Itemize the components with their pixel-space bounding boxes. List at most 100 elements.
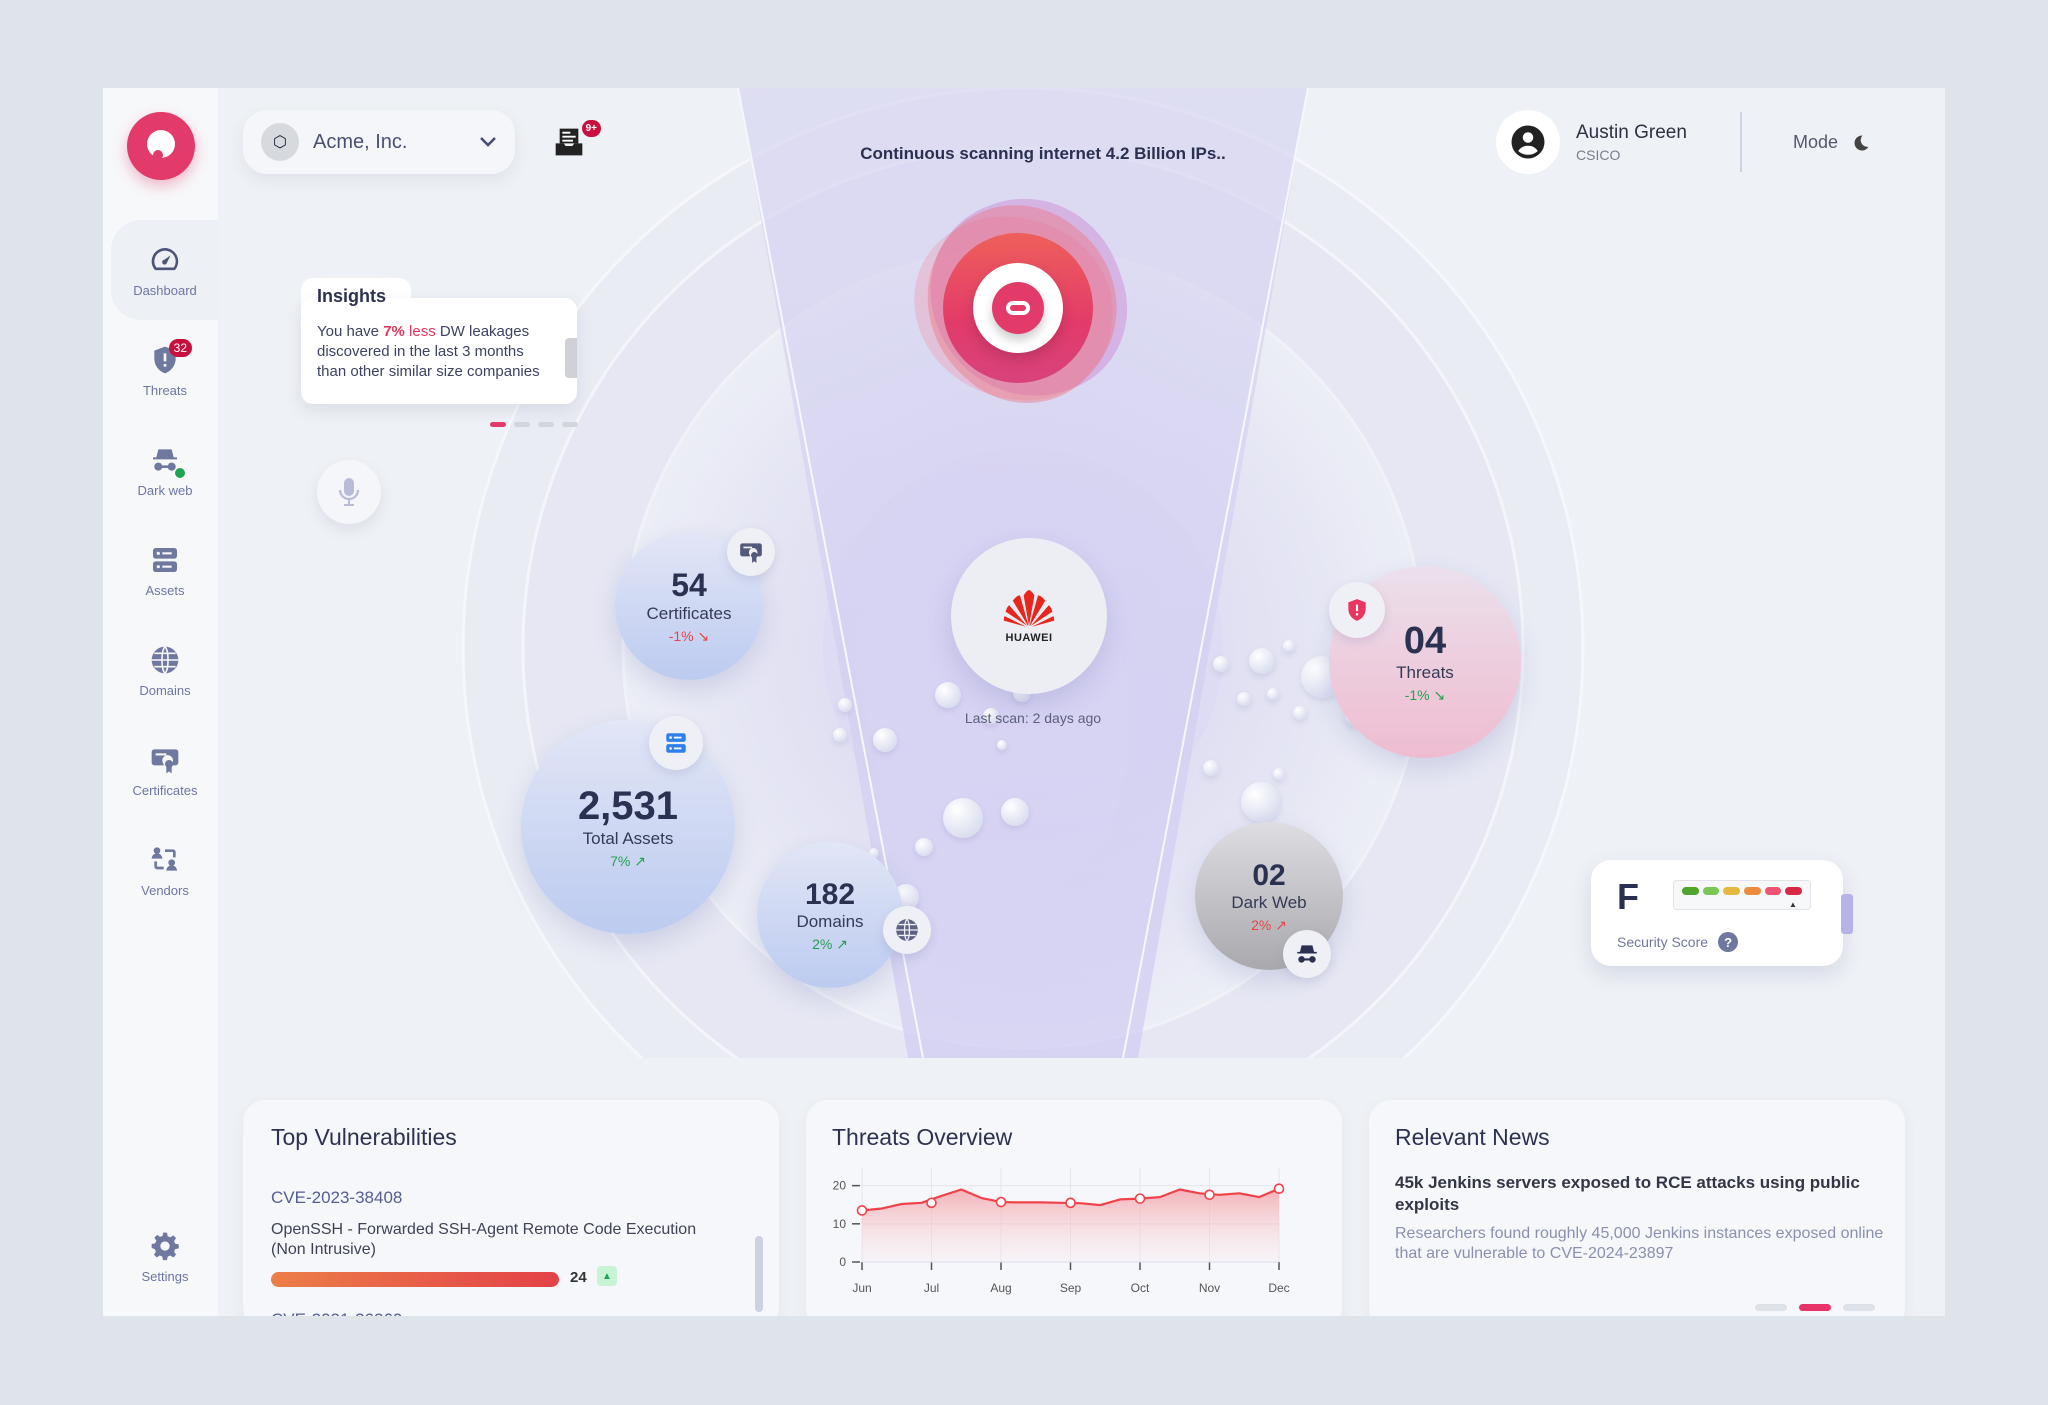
page-dot[interactable] xyxy=(1799,1304,1831,1311)
theme-mode-toggle[interactable]: Mode xyxy=(1793,132,1870,153)
shield-alert-icon: 32 xyxy=(148,338,192,377)
sidebar-item-label: Dashboard xyxy=(133,282,197,298)
scrollbar[interactable] xyxy=(755,1236,763,1312)
panel-title: Relevant News xyxy=(1395,1124,1550,1150)
metric-label: Dark Web xyxy=(1231,892,1307,912)
trend-up-icon: ↗ xyxy=(1275,916,1287,933)
scan-orb[interactable] xyxy=(886,168,1156,438)
security-score-card[interactable]: F ▲ Security Score ? xyxy=(1591,860,1853,966)
chevron-down-icon xyxy=(479,132,497,153)
inbox-icon xyxy=(555,128,583,156)
svg-text:Aug: Aug xyxy=(990,1281,1011,1295)
decor-dot xyxy=(1237,692,1251,706)
metric-dark-web[interactable]: 02 Dark Web 2% ↗ xyxy=(1195,822,1343,978)
metric-certificates[interactable]: 54 Certificates -1% ↘ xyxy=(615,528,775,680)
sidebar: Dashboard 32 Threats Dark web Assets xyxy=(103,88,219,1316)
sidebar-item-domains[interactable]: Domains xyxy=(111,620,219,720)
metric-domains[interactable]: 182 Domains 2% ↗ xyxy=(757,842,931,988)
sidebar-item-assets[interactable]: Assets xyxy=(111,520,219,620)
insights-text: You have 7% less DW leakages discovered … xyxy=(317,323,540,380)
online-status-dot xyxy=(174,466,186,479)
metric-label: Domains xyxy=(796,911,864,931)
organization-select[interactable]: ⬡ Acme, Inc. xyxy=(243,110,515,174)
panel-title: Threats Overview xyxy=(832,1124,1013,1150)
trend-down-icon: ↘ xyxy=(1433,687,1446,703)
page-dot[interactable] xyxy=(538,422,554,427)
huawei-logo-icon xyxy=(1003,590,1055,627)
vulnerability-id-link[interactable]: CVE-2021-36260 xyxy=(271,1310,402,1316)
app-logo[interactable] xyxy=(127,112,195,180)
globe-icon xyxy=(883,906,931,954)
certificate-icon xyxy=(148,743,182,777)
trend-up-icon: ▲ xyxy=(597,1266,617,1286)
metric-change: 2% ↗ xyxy=(812,935,848,952)
metric-value: 54 xyxy=(671,567,707,603)
avatar xyxy=(1496,110,1560,174)
decor-dot xyxy=(833,728,847,742)
voice-input-button[interactable] xyxy=(317,460,381,524)
decor-dot xyxy=(997,740,1007,750)
decor-dot xyxy=(1213,656,1229,672)
svg-text:Nov: Nov xyxy=(1199,1281,1220,1295)
metric-label: Certificates xyxy=(646,604,732,623)
user-profile[interactable]: Austin Green CSICO xyxy=(1496,110,1687,174)
server-icon xyxy=(649,716,703,770)
decor-dot xyxy=(1001,798,1029,826)
news-headline-link[interactable]: 45k Jenkins servers exposed to RCE attac… xyxy=(1395,1173,1860,1214)
metric-change: -1% ↘ xyxy=(668,628,710,644)
sidebar-item-dark-web[interactable]: Dark web xyxy=(111,420,219,520)
sidebar-item-label: Vendors xyxy=(141,882,189,898)
sidebar-item-label: Settings xyxy=(141,1268,189,1284)
help-icon[interactable]: ? xyxy=(1718,932,1739,952)
microphone-icon xyxy=(338,478,360,506)
decor-dot xyxy=(873,728,897,752)
trend-down-icon: ↘ xyxy=(697,628,710,644)
orb-logo-icon xyxy=(992,282,1044,334)
decor-dot xyxy=(1293,706,1307,720)
svg-text:Oct: Oct xyxy=(1131,1281,1150,1295)
organization-name: Acme, Inc. xyxy=(313,130,408,153)
gauge-icon xyxy=(148,243,182,277)
metric-total-assets[interactable]: 2,531 Total Assets 7% ↗ xyxy=(521,716,735,934)
metric-change: 2% ↗ xyxy=(1251,916,1287,933)
sidebar-item-vendors[interactable]: Vendors xyxy=(111,820,219,920)
insights-title: Insights xyxy=(317,286,387,306)
sidebar-item-threats[interactable]: 32 Threats xyxy=(111,320,219,420)
user-role: CSICO xyxy=(1576,146,1621,163)
sidebar-item-label: Threats xyxy=(142,382,188,398)
score-card-handle[interactable] xyxy=(1841,894,1853,934)
score-indicator-icon: ▲ xyxy=(1789,900,1797,909)
sidebar-item-label: Dark web xyxy=(137,482,193,498)
sidebar-item-settings[interactable]: Settings xyxy=(111,1206,219,1306)
metric-value: 02 xyxy=(1252,858,1286,892)
page-dot[interactable] xyxy=(514,422,530,427)
page-dot[interactable] xyxy=(490,422,506,427)
svg-text:10: 10 xyxy=(833,1217,847,1231)
svg-text:Jun: Jun xyxy=(852,1281,871,1295)
mode-label: Mode xyxy=(1793,132,1839,152)
insights-card[interactable]: Insights You have 7% less DW leakages di… xyxy=(301,278,577,404)
metric-threats[interactable]: 04 Threats -1% ↘ xyxy=(1329,566,1521,758)
insights-next-handle[interactable] xyxy=(565,338,577,378)
target-company-card[interactable]: HUAWEI xyxy=(951,538,1107,694)
decor-dot xyxy=(1283,640,1295,652)
panel-title: Top Vulnerabilities xyxy=(271,1124,457,1150)
orb-center xyxy=(973,263,1063,353)
notifications-inbox-button[interactable]: 9+ xyxy=(553,120,601,160)
decor-dot xyxy=(983,708,999,724)
sidebar-item-label: Assets xyxy=(145,582,185,598)
last-scan-text: Last scan: 2 days ago xyxy=(964,710,1102,726)
news-summary: Researchers found roughly 45,000 Jenkins… xyxy=(1395,1225,1884,1262)
vulnerability-id-link[interactable]: CVE-2023-38408 xyxy=(271,1188,403,1207)
threats-line-chart[interactable]: Jun Jul Aug Sep Oct Nov Dec 0 10 20 xyxy=(806,1160,1342,1316)
threats-overview-panel: Threats Overview Jun Jul Aug Sep Oct Nov Dec 0 1… xyxy=(806,1100,1342,1316)
sidebar-item-certificates[interactable]: Certificates xyxy=(111,720,219,820)
vulnerability-description: OpenSSH - Forwarded SSH-Agent Remote Cod… xyxy=(271,1221,697,1258)
shield-alert-icon xyxy=(1329,582,1385,638)
page-dot[interactable] xyxy=(562,422,578,427)
decor-dot xyxy=(1273,768,1285,780)
decor-dot xyxy=(943,798,983,838)
page-dot[interactable] xyxy=(1843,1304,1875,1311)
sidebar-item-dashboard[interactable]: Dashboard xyxy=(111,220,219,320)
page-dot[interactable] xyxy=(1755,1304,1787,1311)
